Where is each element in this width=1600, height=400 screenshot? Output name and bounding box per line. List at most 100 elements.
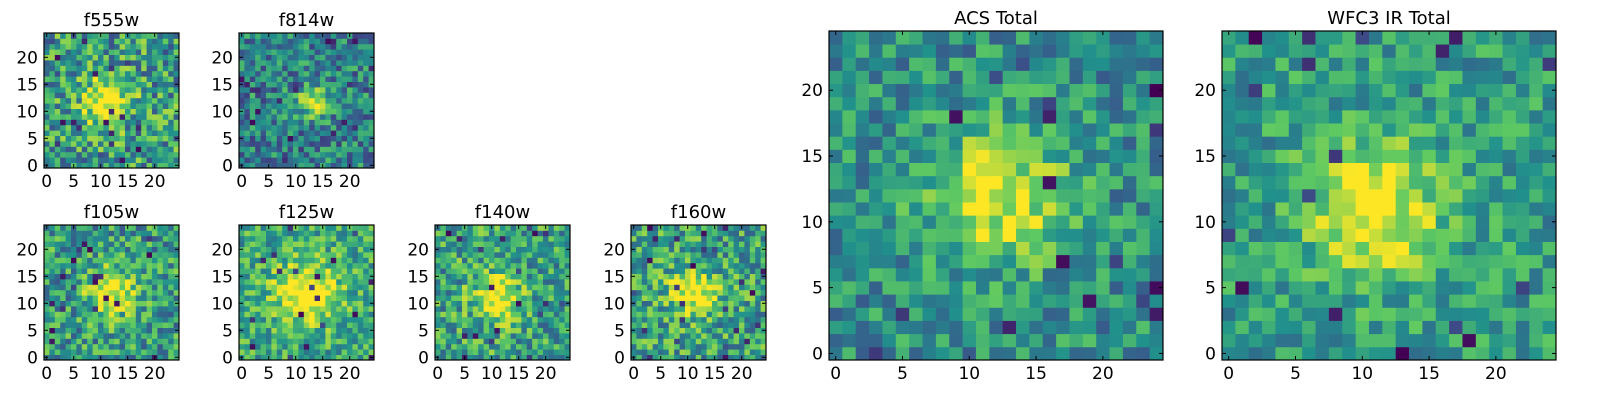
heatmap-cell	[559, 268, 565, 274]
heatmap-cell	[521, 349, 528, 355]
heatmap-cell	[652, 343, 659, 350]
heatmap-cell	[685, 284, 691, 291]
heatmap-cell	[553, 289, 560, 296]
heatmap-cell	[330, 327, 337, 334]
heatmap-cell	[1056, 70, 1070, 85]
heatmap-cell	[499, 311, 506, 318]
heatmap-cell	[1016, 307, 1030, 321]
heatmap-cell	[336, 108, 342, 115]
heatmap-cell	[663, 257, 670, 264]
heatmap-cell	[744, 327, 751, 334]
heatmap-cell	[309, 225, 315, 231]
heatmap-cell	[314, 65, 321, 72]
heatmap-cell	[314, 316, 321, 323]
heatmap-cell	[357, 284, 364, 291]
heatmap-cell	[489, 327, 495, 334]
heatmap-cell	[336, 273, 342, 280]
heatmap-cell	[1262, 175, 1276, 190]
heatmap-cell	[141, 65, 147, 72]
heatmap-cell	[483, 279, 490, 285]
heatmap-cell	[271, 103, 278, 109]
heatmap-cell	[1382, 281, 1397, 295]
heatmap-cell	[1515, 346, 1530, 361]
heatmap-cell	[92, 235, 99, 242]
heatmap-cell	[65, 241, 72, 247]
heatmap-cell	[76, 92, 83, 99]
heatmap-cell	[1016, 333, 1030, 348]
heatmap-cell	[478, 284, 484, 291]
heatmap-cell	[103, 43, 110, 50]
heatmap-cell	[668, 349, 675, 355]
heatmap-cell	[282, 70, 288, 77]
heatmap-cell	[249, 230, 256, 237]
heatmap-cell	[882, 241, 897, 256]
heatmap-cell	[526, 333, 533, 339]
heatmap-cell	[325, 333, 332, 339]
heatmap-cell	[276, 343, 283, 350]
heatmap-cell	[260, 316, 267, 323]
heatmap-cell	[255, 343, 261, 350]
heatmap-cell	[368, 103, 375, 109]
heatmap-cell	[103, 273, 110, 280]
heatmap-cell	[1475, 228, 1490, 242]
heatmap-cell	[293, 235, 299, 242]
heatmap-cell	[1355, 175, 1370, 190]
heatmap-cell	[146, 349, 153, 355]
heatmap-cell	[537, 230, 544, 237]
heatmap-cell	[293, 306, 299, 312]
heatmap-cell	[162, 354, 169, 361]
heatmap-cell	[1342, 254, 1356, 269]
heatmap-cell	[1449, 333, 1463, 348]
heatmap-cell	[706, 311, 713, 318]
heatmap-cell	[869, 254, 883, 269]
heatmap-cell	[1409, 202, 1423, 216]
heatmap-cell	[1328, 215, 1343, 229]
heatmap-cell	[895, 202, 910, 216]
heatmap-cell	[1449, 267, 1463, 282]
heatmap-cell	[65, 81, 72, 88]
heatmap-cell	[869, 188, 883, 203]
heatmap-cell	[435, 289, 441, 296]
heatmap-cell	[1042, 307, 1057, 321]
heatmap-cell	[87, 300, 93, 307]
heatmap-cell	[494, 322, 501, 328]
heatmap-cell	[255, 289, 261, 296]
heatmap-cell	[298, 49, 305, 55]
heatmap-cell	[54, 295, 61, 301]
heatmap-cell	[744, 252, 751, 258]
heatmap-cell	[130, 289, 137, 296]
heatmap-cell	[266, 54, 272, 61]
heatmap-cell	[636, 230, 643, 237]
heatmap-cell	[1002, 83, 1017, 98]
heatmap-cell	[108, 162, 115, 169]
heatmap-cell	[1149, 346, 1164, 361]
heatmap-cell	[363, 279, 369, 285]
heatmap-cell	[320, 151, 326, 158]
heatmap-cell	[357, 103, 364, 109]
heatmap-cell	[516, 343, 522, 350]
heatmap-cell	[722, 230, 729, 237]
heatmap-cell	[168, 162, 174, 169]
heatmap-cell	[505, 252, 511, 258]
heatmap-cell	[760, 235, 767, 242]
heatmap-cell	[962, 281, 977, 295]
heatmap-cell	[244, 76, 251, 82]
heatmap-cell	[303, 322, 310, 328]
heatmap-cell	[60, 33, 66, 39]
heatmap-cell	[152, 60, 158, 66]
heatmap-cell	[478, 300, 484, 307]
heatmap-cell	[749, 338, 756, 345]
heatmap-cell	[728, 316, 734, 323]
heatmap-cell	[739, 268, 745, 274]
heatmap-cell	[674, 333, 680, 339]
heatmap-cell	[49, 327, 56, 334]
heatmap-cell	[440, 246, 447, 253]
heatmap-cell	[733, 327, 740, 334]
heatmap-cell	[114, 65, 120, 72]
heatmap-cell	[298, 327, 305, 334]
heatmap-cell	[636, 257, 643, 264]
heatmap-cell	[146, 322, 153, 328]
heatmap-cell	[114, 124, 120, 131]
heatmap-cell	[962, 162, 977, 177]
heatmap-cell	[435, 268, 441, 274]
